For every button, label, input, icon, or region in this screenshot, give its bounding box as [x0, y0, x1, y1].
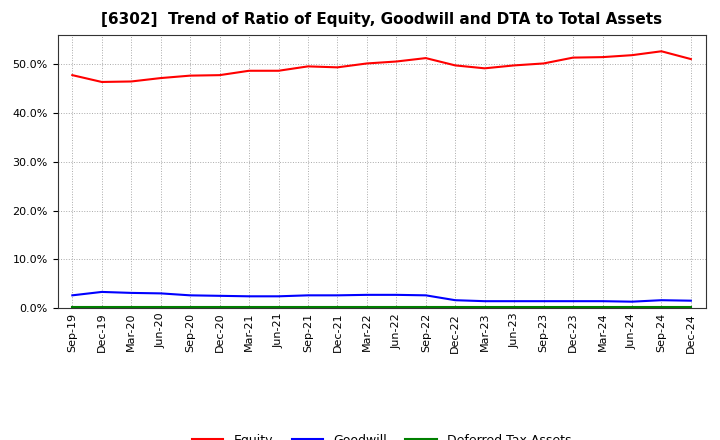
Equity [127, 79, 135, 84]
Goodwill [363, 292, 372, 297]
Deferred Tax Assets [510, 304, 518, 309]
Equity [569, 55, 577, 60]
Equity [451, 63, 459, 68]
Goodwill [68, 293, 76, 298]
Equity [539, 61, 548, 66]
Equity [245, 68, 253, 73]
Legend: Equity, Goodwill, Deferred Tax Assets: Equity, Goodwill, Deferred Tax Assets [187, 429, 576, 440]
Deferred Tax Assets [363, 304, 372, 309]
Deferred Tax Assets [657, 304, 666, 309]
Equity [363, 61, 372, 66]
Goodwill [569, 299, 577, 304]
Goodwill [274, 293, 283, 299]
Goodwill [687, 298, 696, 303]
Deferred Tax Assets [68, 304, 76, 309]
Goodwill [598, 299, 607, 304]
Equity [687, 56, 696, 62]
Deferred Tax Assets [687, 304, 696, 309]
Deferred Tax Assets [215, 304, 224, 309]
Equity [421, 55, 430, 61]
Equity [392, 59, 400, 64]
Deferred Tax Assets [156, 304, 165, 309]
Goodwill [245, 293, 253, 299]
Deferred Tax Assets [186, 304, 194, 309]
Goodwill [657, 297, 666, 303]
Deferred Tax Assets [569, 304, 577, 309]
Equity [657, 49, 666, 54]
Equity [510, 63, 518, 68]
Goodwill [628, 299, 636, 304]
Deferred Tax Assets [598, 304, 607, 309]
Goodwill [451, 297, 459, 303]
Deferred Tax Assets [480, 304, 489, 309]
Equity [186, 73, 194, 78]
Goodwill [539, 299, 548, 304]
Goodwill [510, 299, 518, 304]
Equity [628, 52, 636, 58]
Deferred Tax Assets [451, 304, 459, 309]
Goodwill [186, 293, 194, 298]
Goodwill [480, 299, 489, 304]
Line: Goodwill: Goodwill [72, 292, 691, 302]
Deferred Tax Assets [333, 304, 342, 309]
Equity [304, 64, 312, 69]
Equity [97, 79, 106, 84]
Goodwill [215, 293, 224, 298]
Deferred Tax Assets [245, 304, 253, 309]
Deferred Tax Assets [304, 304, 312, 309]
Equity [156, 75, 165, 81]
Deferred Tax Assets [274, 304, 283, 309]
Goodwill [127, 290, 135, 296]
Goodwill [156, 291, 165, 296]
Title: [6302]  Trend of Ratio of Equity, Goodwill and DTA to Total Assets: [6302] Trend of Ratio of Equity, Goodwil… [101, 12, 662, 27]
Goodwill [421, 293, 430, 298]
Equity [274, 68, 283, 73]
Equity [333, 65, 342, 70]
Deferred Tax Assets [421, 304, 430, 309]
Deferred Tax Assets [127, 304, 135, 309]
Goodwill [333, 293, 342, 298]
Equity [215, 73, 224, 78]
Equity [598, 55, 607, 60]
Equity [480, 66, 489, 71]
Goodwill [392, 292, 400, 297]
Goodwill [304, 293, 312, 298]
Deferred Tax Assets [392, 304, 400, 309]
Deferred Tax Assets [539, 304, 548, 309]
Deferred Tax Assets [97, 304, 106, 309]
Line: Equity: Equity [72, 51, 691, 82]
Goodwill [97, 289, 106, 294]
Equity [68, 73, 76, 78]
Deferred Tax Assets [628, 304, 636, 309]
